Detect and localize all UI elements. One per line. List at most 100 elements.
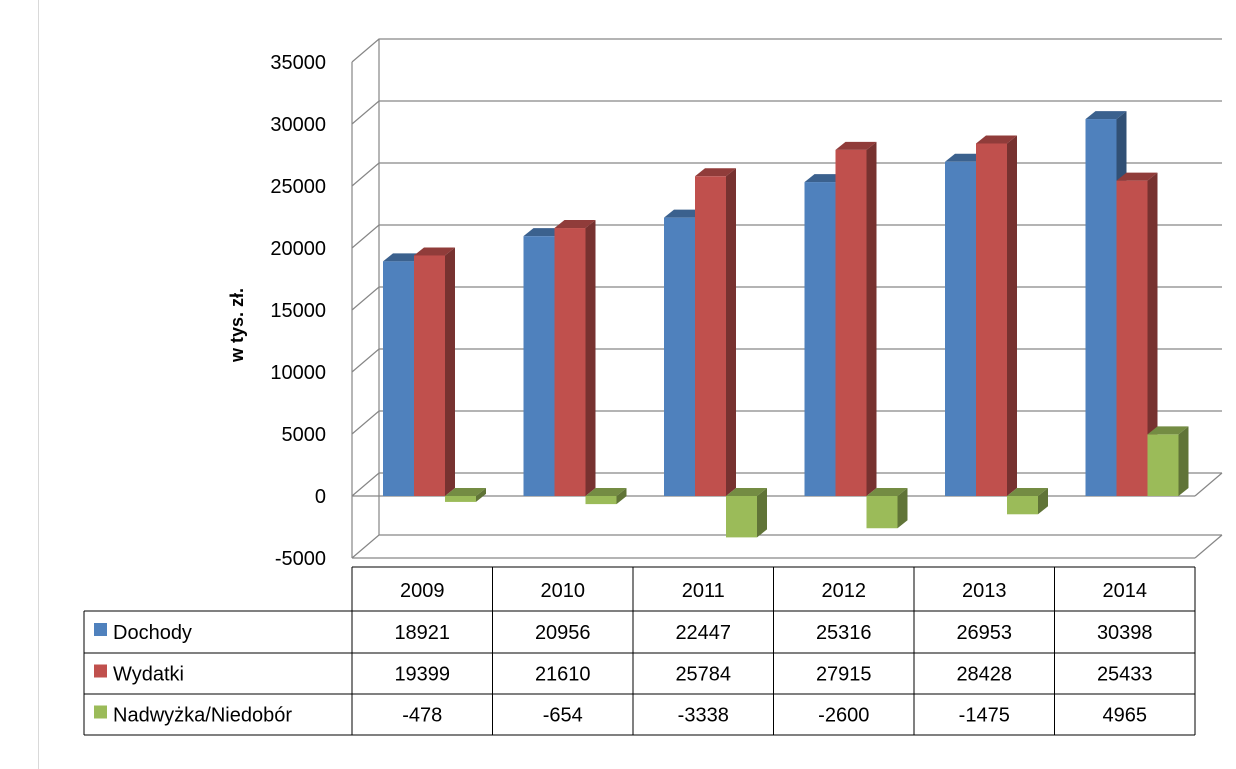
bar-top xyxy=(1147,426,1189,435)
bar-Wydatki-2013 xyxy=(976,135,1017,496)
bar-top xyxy=(585,488,627,496)
bar-Nadwyżka/Niedobór-2014 xyxy=(1147,426,1189,496)
bar-front xyxy=(414,255,445,496)
table-cell: 28428 xyxy=(956,664,1012,686)
bar-front xyxy=(585,496,617,505)
bar-front xyxy=(804,182,836,496)
bar-front xyxy=(835,149,867,496)
bar-front xyxy=(523,236,555,496)
floor-side xyxy=(1194,534,1223,559)
bar-Wydatki-2010 xyxy=(554,220,596,496)
bar-side xyxy=(757,488,767,538)
bar-side xyxy=(476,488,486,502)
table-header-cell: 2010 xyxy=(541,580,586,602)
bar-top xyxy=(1007,488,1048,496)
bar-top xyxy=(1085,111,1127,120)
bar-front xyxy=(1147,434,1179,496)
table-cell: -3338 xyxy=(678,705,729,727)
bar-top xyxy=(554,220,596,229)
bar-front xyxy=(695,176,726,497)
bar-side xyxy=(866,141,877,496)
bar-front xyxy=(726,496,757,538)
table-cell: 4965 xyxy=(1103,705,1148,727)
bar-top xyxy=(726,488,767,496)
table-cell: 19399 xyxy=(394,664,450,686)
table-row-label: Dochody xyxy=(113,622,192,644)
table-header-cell: 2011 xyxy=(682,580,725,602)
y-tick-label: 20000 xyxy=(270,238,326,260)
bars xyxy=(383,111,1189,538)
y-tick-label: 25000 xyxy=(270,176,326,198)
table-cell: 21610 xyxy=(535,664,591,686)
bar-side xyxy=(585,220,596,496)
bar-top xyxy=(1116,172,1158,181)
table-cell: 25316 xyxy=(816,622,872,644)
bar-side xyxy=(616,488,627,505)
bar-front xyxy=(383,261,414,496)
table-header-cell: 2014 xyxy=(1103,580,1148,602)
gridlines xyxy=(351,38,1223,559)
y-tick-label: 15000 xyxy=(270,300,326,322)
bar-top xyxy=(804,174,846,183)
y-axis-ticks: 35000 30000 25000 20000 15000 10000 5000 0 -5000 xyxy=(270,52,326,570)
bar-side xyxy=(1038,488,1048,515)
table-cell: -654 xyxy=(543,705,583,727)
bar-front xyxy=(554,228,586,496)
bar-Wydatki-2009 xyxy=(414,247,455,496)
legend-key xyxy=(94,664,107,678)
bar-Wydatki-2011 xyxy=(695,168,736,497)
table-cell: 18921 xyxy=(394,622,450,644)
bar-side xyxy=(1007,135,1017,496)
y-tick-label: 5000 xyxy=(282,424,327,446)
table-cell: 20956 xyxy=(535,622,591,644)
table-header-cell: 2012 xyxy=(822,580,867,602)
bar-top xyxy=(695,168,736,177)
bar-side xyxy=(1178,426,1189,496)
chart-frame xyxy=(38,0,1234,769)
bar-top xyxy=(835,141,877,150)
table-cell: 26953 xyxy=(956,622,1012,644)
bar-Nadwyżka/Niedobór-2013 xyxy=(1007,488,1048,515)
bar-top xyxy=(664,209,705,218)
legend-key xyxy=(94,623,107,636)
gridline xyxy=(351,38,1222,63)
legend-key xyxy=(94,705,107,719)
bar-side xyxy=(726,168,736,497)
bar-Wydatki-2012 xyxy=(835,141,877,496)
y-tick-label: 30000 xyxy=(270,114,326,136)
table-cell: 27915 xyxy=(816,664,872,686)
table-header-cell: 2009 xyxy=(400,580,445,602)
table-cell: 25433 xyxy=(1097,664,1153,686)
bar-front xyxy=(945,161,976,496)
bar-Wydatki-2014 xyxy=(1116,172,1158,496)
bar-front xyxy=(664,217,695,496)
bar-Nadwyżka/Niedobór-2010 xyxy=(585,488,627,505)
zero-plane-side xyxy=(1194,472,1223,497)
bar-top xyxy=(445,488,486,496)
y-tick-label: 10000 xyxy=(270,362,326,384)
bar-top xyxy=(414,247,455,256)
table-row-label: Nadwyżka/Niedobór xyxy=(113,705,292,727)
bar-top xyxy=(976,135,1017,144)
bar-front xyxy=(1007,496,1038,515)
bar-front xyxy=(1085,119,1117,497)
table-cell: 30398 xyxy=(1097,622,1153,644)
table-cell: 25784 xyxy=(675,664,731,686)
bar-front xyxy=(976,143,1007,496)
bar-Nadwyżka/Niedobór-2012 xyxy=(866,488,908,529)
gridline xyxy=(351,534,1222,559)
y-tick-label: 0 xyxy=(315,486,326,508)
bar-side xyxy=(445,247,455,496)
data-table: 2009 2010 2011 2012 2013 2014 Dochody 18921 2095… xyxy=(83,566,1196,736)
table-cell: 22447 xyxy=(675,622,731,644)
table-row-label: Wydatki xyxy=(113,664,184,686)
table-header-cell: 2013 xyxy=(962,580,1007,602)
table-cell: -478 xyxy=(402,705,442,727)
bar-front xyxy=(1116,180,1148,496)
table-cell: -2600 xyxy=(818,705,869,727)
bar-Nadwyżka/Niedobór-2009 xyxy=(445,488,486,502)
bar-side xyxy=(1147,172,1158,496)
bar-front xyxy=(445,496,476,502)
y-tick-label: -5000 xyxy=(275,548,326,570)
